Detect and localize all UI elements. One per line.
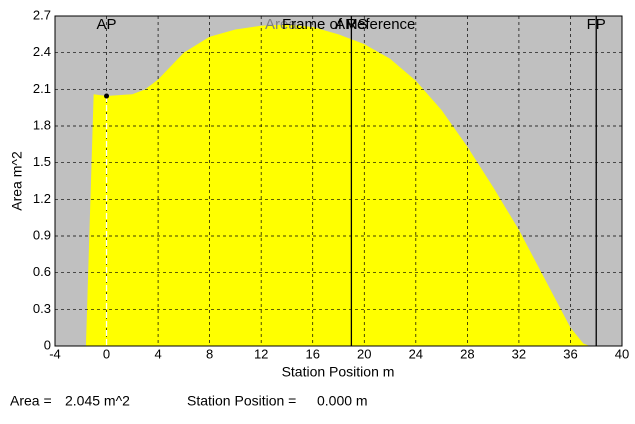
status-label: Area = [10,393,52,409]
status-value: 0.000 m [317,393,368,409]
annotation: Frame of Reference [282,16,415,33]
y-tick-label: 2.4 [33,44,51,59]
y-tick-label: 2.7 [33,7,51,22]
x-axis-label: Station Position m [282,364,395,380]
area [85,24,590,347]
plot-border [54,15,623,347]
x-tick-label: 4 [154,346,161,361]
y-tick-label: 1.8 [33,117,51,132]
x-tick-label: 12 [254,346,268,361]
x-tick-label: 24 [409,346,423,361]
y-tick-label: 0.9 [33,227,51,242]
y-tick-label: 0.3 [33,301,51,316]
y-tick-label: 1.5 [33,154,51,169]
x-tick-label: 36 [563,346,577,361]
x-tick-label: 20 [357,346,371,361]
reference-label: FP [587,16,606,33]
y-tick-label: 2.1 [33,81,51,96]
y-tick-label: 0.6 [33,264,51,279]
marker [104,93,110,99]
reference-label: AP [97,16,117,33]
x-tick-label: 16 [305,346,319,361]
x-tick-label: 40 [615,346,629,361]
x-tick-label: 32 [512,346,526,361]
x-tick-label: -4 [49,346,61,361]
y-tick-label: 1.2 [33,191,51,206]
x-tick-label: 28 [460,346,474,361]
y-tick-label: 0 [44,337,51,352]
y-axis-label: Area m^2 [9,151,25,211]
status-value: 2.045 m^2 [65,393,130,409]
reference-label: AMS [335,16,368,33]
status-label: Station Position = [187,393,296,409]
annotation: Area [265,16,297,33]
x-tick-label: 0 [103,346,110,361]
x-tick-label: 8 [206,346,213,361]
